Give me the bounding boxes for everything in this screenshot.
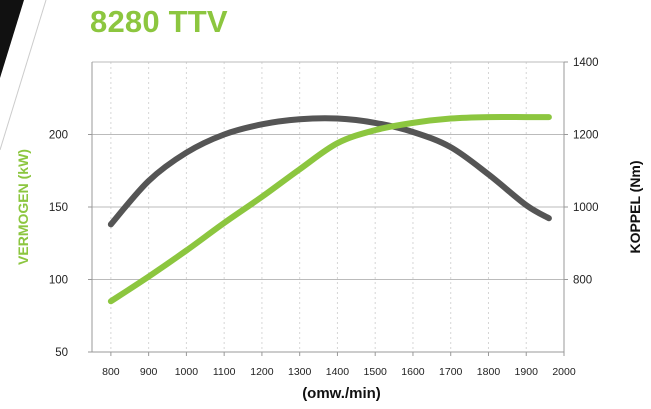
axes	[88, 61, 568, 356]
series-line-koppel	[107, 115, 552, 228]
series	[107, 113, 552, 305]
y-right-tick-label: 800	[573, 275, 592, 287]
y-tick-label: 100	[49, 275, 68, 287]
y-tick-label: 200	[49, 130, 68, 142]
x-tick-label: 1200	[250, 366, 274, 378]
y-right-tick-label: 1400	[573, 57, 599, 69]
y-tick-label: 150	[49, 202, 68, 214]
corner-decoration	[0, 0, 47, 151]
axis-labels: 800 900 1000 1100 1200 1300 1400 1500 1600 1700 18…	[15, 57, 643, 378]
x-tick-label: 900	[140, 366, 158, 378]
chart-title: 8280 TTV	[90, 4, 228, 39]
x-tick-label: 1500	[364, 366, 388, 378]
y-tick-label: 50	[55, 347, 68, 359]
x-tick-label: 1400	[326, 366, 350, 378]
x-tick-label: 1700	[439, 366, 463, 378]
y-right-tick-label: 1000	[573, 202, 599, 214]
y-axis-right-title: KOPPEL (Nm)	[627, 160, 643, 253]
x-tick-label: 2000	[552, 366, 576, 378]
y-right-tick-label: 1200	[573, 130, 599, 142]
x-tick-label: 1300	[288, 366, 312, 378]
x-tick-label: 1600	[401, 366, 425, 378]
y-axis-title: VERMOGEN (kW)	[15, 149, 31, 265]
x-tick-label: 800	[102, 366, 120, 378]
series-line-vermogen	[107, 113, 552, 305]
x-tick-label: 1900	[515, 366, 539, 378]
x-axis-title: (omw./min)	[302, 385, 381, 402]
x-tick-label: 1800	[477, 366, 501, 378]
x-tick-label: 1100	[213, 366, 236, 378]
grid	[92, 61, 565, 353]
x-tick-label: 1000	[175, 366, 199, 378]
